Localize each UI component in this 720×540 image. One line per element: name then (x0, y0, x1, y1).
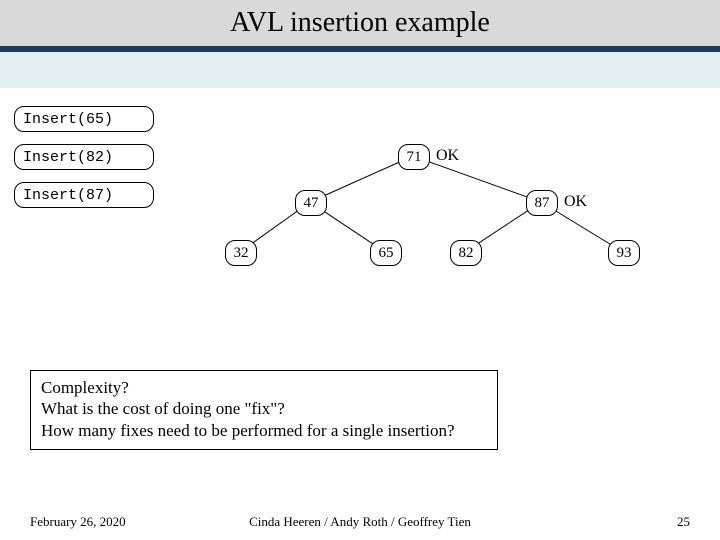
node-annotation: OK (564, 193, 587, 211)
footer-page: 25 (677, 514, 690, 530)
question-line: How many fixes need to be performed for … (41, 420, 487, 441)
tree-node: 65 (370, 240, 402, 266)
tree-node: 87 (526, 190, 558, 216)
question-line: Complexity? (41, 377, 487, 398)
tree-edge (321, 161, 402, 197)
footer-credits: Cinda Heeren / Andy Roth / Geoffrey Tien (0, 514, 720, 530)
question-line: What is the cost of doing one "fix"? (41, 398, 487, 419)
tree-edge (551, 208, 613, 246)
tree-edge (250, 209, 300, 245)
title-bar: AVL insertion example (0, 0, 720, 46)
slide: AVL insertion example Insert(65) Insert(8… (0, 0, 720, 540)
tree-node: 32 (225, 240, 257, 266)
operation-box: Insert(87) (14, 182, 154, 208)
tree-node: 71 (398, 144, 430, 170)
tree-edge (475, 209, 531, 246)
tree-node: 82 (450, 240, 482, 266)
operation-box: Insert(82) (14, 144, 154, 170)
tree-node: 93 (608, 240, 640, 266)
slide-title: AVL insertion example (230, 7, 490, 38)
sub-band (0, 52, 720, 88)
node-annotation: OK (436, 147, 459, 165)
tree-edge (424, 160, 529, 198)
operation-box: Insert(65) (14, 106, 154, 132)
question-box: Complexity? What is the cost of doing on… (30, 370, 498, 450)
tree-node: 47 (295, 190, 327, 216)
tree-edge (320, 209, 375, 246)
